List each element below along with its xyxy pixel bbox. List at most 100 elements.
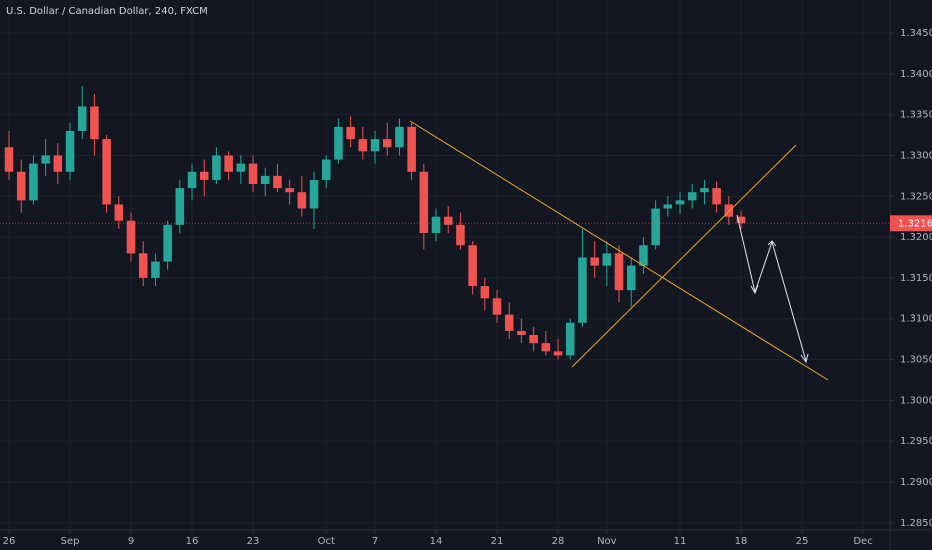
candle-body [541, 343, 551, 352]
y-tick-label: 1.29000 [900, 477, 932, 488]
x-tick-label: 21 [491, 536, 504, 547]
candle-body [626, 265, 636, 291]
candle-body [90, 106, 99, 140]
x-tick-label: 7 [372, 536, 378, 547]
candle-body [687, 192, 697, 201]
candle-body [187, 171, 197, 189]
candle-body [4, 147, 14, 172]
candle-body [102, 139, 111, 205]
candle-body [297, 192, 307, 209]
candle-body [614, 253, 624, 291]
chart-title: U.S. Dollar / Canadian Dollar, 240, FXCM [6, 6, 208, 17]
drawings [409, 120, 829, 381]
candle-body [492, 298, 502, 315]
candle-body [590, 257, 599, 266]
candle-body [236, 163, 246, 172]
arrow-head [800, 353, 809, 364]
candle-body [53, 155, 63, 172]
candle-body [358, 139, 368, 152]
candle-body [41, 155, 50, 164]
candle-body [736, 216, 746, 224]
candle-body [126, 220, 136, 254]
candle-body [724, 204, 734, 217]
candle-body [212, 155, 221, 180]
candle-body [163, 224, 172, 262]
y-tick-label: 1.30000 [900, 395, 932, 406]
y-tick-label: 1.34000 [900, 69, 932, 80]
candle-body [151, 261, 160, 278]
candles [4, 86, 746, 360]
candle-body [480, 286, 490, 299]
candle-body [114, 204, 124, 221]
x-tick-label: 11 [674, 536, 687, 547]
candle-body [639, 245, 648, 266]
candle-body [565, 322, 575, 356]
candle-body [663, 204, 673, 209]
x-tick-label: 23 [247, 536, 260, 547]
candle-body [675, 200, 685, 205]
candle-body [199, 171, 209, 180]
candle-body [16, 171, 26, 201]
candle-body [651, 208, 660, 246]
y-tick-label: 1.29500 [900, 436, 932, 447]
candle-body [468, 245, 477, 287]
y-tick-label: 1.33000 [900, 150, 932, 161]
arrow-head [767, 240, 777, 247]
y-tick-label: 1.31500 [900, 273, 932, 284]
candle-body [602, 253, 612, 266]
candle-body [529, 335, 538, 344]
x-tick-label: Nov [597, 536, 617, 547]
y-tick-label: 1.34500 [900, 28, 932, 39]
candle-body [260, 175, 270, 185]
candle-body [29, 163, 38, 201]
projection-path [736, 214, 807, 362]
candle-body [334, 126, 343, 160]
candle-body [285, 188, 294, 193]
candle-body [419, 171, 429, 233]
trend-line [571, 144, 797, 368]
candle-body [517, 330, 526, 336]
candle-body [273, 175, 282, 189]
y-tick-label: 1.31000 [900, 314, 932, 325]
y-tick-label: 1.32000 [900, 232, 932, 243]
x-tick-label: 28 [552, 536, 565, 547]
trend-line [409, 120, 829, 381]
last-price-tag [890, 215, 932, 232]
candle-body [346, 126, 355, 140]
x-tick-label: Dec [853, 536, 872, 547]
arrow-head [750, 284, 759, 295]
candle-body [248, 163, 258, 185]
x-tick-label: 9 [128, 536, 134, 547]
candle-body [65, 130, 75, 172]
candle-body [321, 159, 331, 180]
candle-body [504, 314, 514, 331]
y-tick-label: 1.30500 [900, 355, 932, 366]
y-tick-label: 1.28500 [900, 518, 932, 529]
candle-body [395, 126, 404, 148]
candle-body [443, 216, 453, 225]
x-tick-label: 14 [430, 536, 443, 547]
candle-body [456, 224, 465, 246]
candle-body [700, 188, 709, 193]
candle-body [138, 253, 148, 278]
x-tick-label: 25 [796, 536, 809, 547]
candle-body [431, 216, 441, 233]
y-tick-label: 1.33500 [900, 110, 932, 121]
x-tick-label: 18 [735, 536, 748, 547]
x-tick-label: 26 [3, 536, 16, 547]
y-tick-label: 1.32500 [900, 191, 932, 202]
x-tick-label: Sep [61, 536, 80, 547]
candle-body [553, 351, 563, 356]
candle-body [382, 139, 392, 148]
axes: 1.28500 1.29000 1.29500 1.30000 1.30500 1.310… [0, 28, 932, 547]
candle-body [309, 179, 319, 209]
x-tick-label: 16 [186, 536, 199, 547]
candle-body [407, 126, 416, 172]
candle-body [578, 257, 587, 323]
candle-body [224, 155, 233, 172]
candle-body [370, 139, 380, 152]
candle-body [77, 106, 87, 131]
x-tick-label: Oct [318, 536, 335, 547]
candle-body [175, 188, 185, 225]
